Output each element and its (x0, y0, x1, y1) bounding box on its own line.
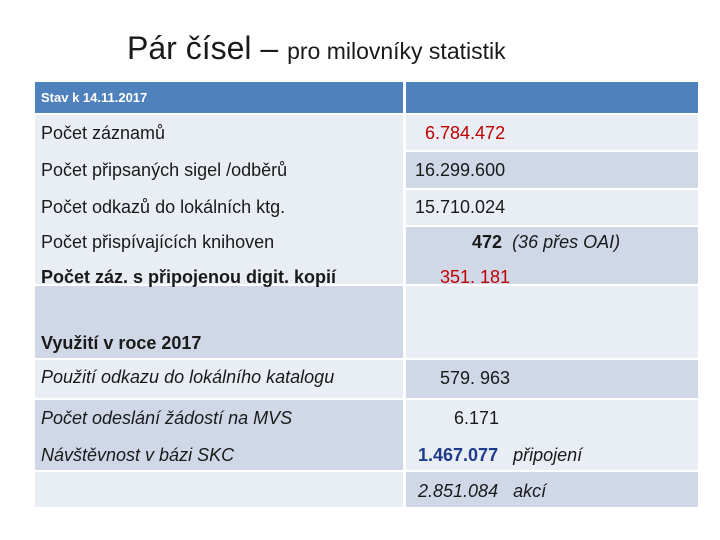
usage-value-cell-3 (406, 400, 698, 470)
usage-label-visits: Návštěvnost v bázi SKC (41, 445, 235, 465)
row-value-records: 6.784.472 (425, 123, 506, 143)
usage-band-left (35, 286, 403, 358)
usage-value-cell-4 (406, 472, 698, 507)
table-header-left (35, 82, 403, 113)
table-header-right (406, 82, 698, 113)
usage-value-actions-note: akcí (513, 481, 547, 501)
usage-value-mvs: 6.171 (454, 408, 500, 428)
usage-value-actions: 2.851.084 akcí (418, 479, 546, 503)
stats-table: Stav k 14.11.2017 Počet záznamů Počet př… (35, 82, 698, 507)
usage-value-actions-count: 2.851.084 (418, 481, 499, 501)
usage-value-visits-connections: 1.467.077 (418, 445, 499, 465)
row-label-links: Počet odkazů do lokálních ktg. (41, 197, 286, 217)
row-label-digital: Počet záz. s připojenou digit. kopií (41, 267, 337, 287)
row-label-records: Počet záznamů (41, 123, 166, 143)
row-value-libraries-note: (36 přes OAI) (512, 232, 621, 252)
value-cell-1 (406, 115, 698, 150)
usage-label-mvs: Počet odeslání žádostí na MVS (41, 408, 293, 428)
slide-title: Pár čísel – pro milovníky statistik (127, 28, 506, 71)
row-value-libraries-count: 472 (472, 232, 503, 252)
slide-title-main: Pár čísel – (127, 30, 288, 66)
value-cell-4 (406, 227, 698, 284)
row-value-links: 15.710.024 (415, 197, 506, 217)
usage-heading: Využití v roce 2017 (41, 333, 202, 353)
usage-row-2-left (35, 360, 403, 398)
usage-value-cell-1 (406, 286, 698, 358)
row-value-sigla: 16.299.600 (415, 160, 506, 180)
usage-value-visits-connections-note: připojení (513, 445, 583, 465)
row-value-digital: 351. 181 (440, 267, 511, 287)
usage-value-visits: 1.467.077 připojení (418, 443, 582, 467)
usage-row-4-left (35, 472, 403, 507)
slide-title-sub: pro milovníky statistik (287, 38, 506, 64)
stats-band-left (35, 115, 403, 284)
value-cell-2 (406, 152, 698, 188)
value-cell-3 (406, 190, 698, 225)
row-label-sigla: Počet připsaných sigel /odběrů (41, 160, 288, 180)
table-header-label: Stav k 14.11.2017 (41, 90, 148, 105)
usage-value-catalog: 579. 963 (440, 368, 511, 388)
usage-label-catalog: Použití odkazu do lokálního katalogu (41, 367, 335, 387)
usage-row-3-left (35, 400, 403, 470)
row-label-libraries: Počet přispívajících knihoven (41, 232, 275, 252)
usage-value-cell-2 (406, 360, 698, 398)
row-value-libraries: 472 (36 přes OAI) (472, 230, 620, 254)
